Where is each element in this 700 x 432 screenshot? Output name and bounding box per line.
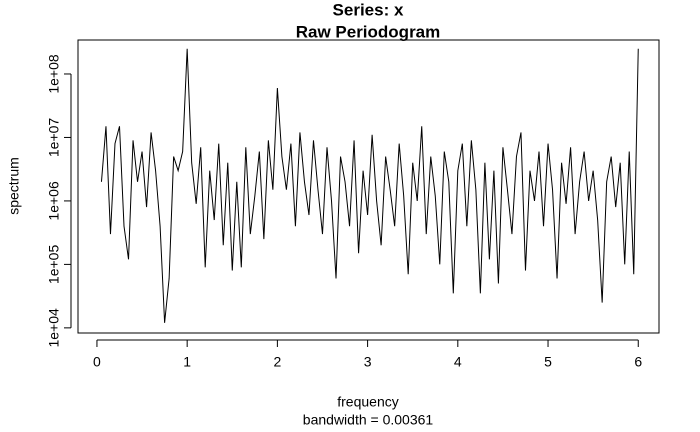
y-tick-label: 1e+05 [46, 245, 62, 285]
bandwidth-note: bandwidth = 0.00361 [303, 412, 434, 428]
x-tick-label: 3 [364, 354, 372, 370]
x-tick-label: 0 [93, 354, 101, 370]
spectrum-line [100, 48, 639, 323]
x-axis-label: frequency [337, 394, 398, 410]
plot-frame [77, 39, 660, 334]
x-tick-label: 4 [454, 354, 462, 370]
y-tick-label: 1e+06 [46, 181, 62, 221]
y-tick-label: 1e+08 [46, 54, 62, 94]
y-axis-label: spectrum [6, 157, 22, 215]
y-tick-label: 1e+04 [46, 308, 62, 348]
x-tick-label: 1 [183, 354, 191, 370]
y-tick-label: 1e+07 [46, 118, 62, 158]
chart-title: Series: x [333, 0, 404, 19]
x-tick-label: 5 [544, 354, 552, 370]
x-tick-label: 6 [634, 354, 642, 370]
chart-subtitle: Raw Periodogram [296, 22, 441, 41]
x-tick-label: 2 [273, 354, 281, 370]
